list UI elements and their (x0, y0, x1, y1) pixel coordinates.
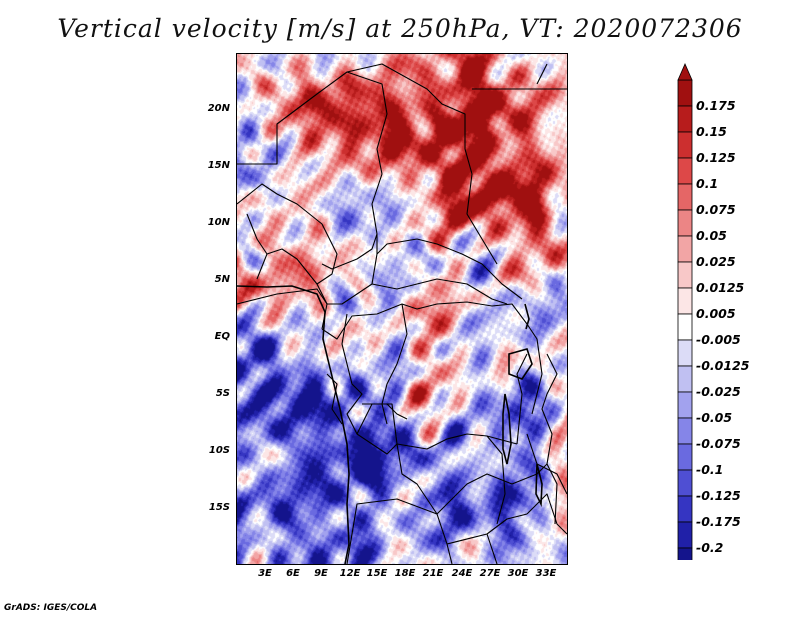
longitude-label: 9E (314, 568, 328, 579)
border-line (346, 63, 498, 265)
colorbar-segment (677, 547, 693, 560)
colorbar-label: 0.05 (696, 228, 727, 243)
colorbar-segment (677, 443, 693, 471)
colorbar-label: -0.075 (696, 436, 741, 451)
longitude-label: 12E (339, 568, 361, 579)
colorbar-label: -0.125 (696, 488, 741, 503)
colorbar-segment (677, 521, 693, 549)
colorbar-label: -0.0125 (696, 358, 750, 373)
lake-tanganyika (502, 393, 512, 465)
border-line (486, 435, 506, 525)
colorbar-label: -0.025 (696, 384, 741, 399)
colorbar-label: -0.175 (696, 514, 741, 529)
coast-west (237, 285, 350, 564)
border-line (381, 303, 408, 425)
border-line (246, 213, 268, 280)
colorbar-segment (677, 261, 693, 289)
colorbar-label: 0.075 (696, 202, 736, 217)
border-line (491, 303, 543, 415)
colorbar-segment (677, 391, 693, 419)
colorbar-segment (677, 131, 693, 159)
border-line (237, 183, 338, 285)
border-line (436, 463, 548, 515)
colorbar-segment (677, 157, 693, 185)
border-line (526, 493, 567, 535)
lake-turkana (524, 303, 530, 330)
colorbar-segment (677, 469, 693, 497)
border-line (327, 253, 378, 305)
longitude-label: 6E (286, 568, 300, 579)
border-line (486, 533, 498, 564)
colorbar-label: 0.15 (696, 124, 727, 139)
colorbar-label: -0.05 (696, 410, 733, 425)
chart-title: Vertical velocity [m/s] at 250hPa, VT: 2… (57, 14, 743, 43)
border-line (446, 513, 528, 545)
border-line (326, 373, 343, 425)
latitude-label: 5N (214, 274, 230, 285)
colorbar-max-arrow (677, 63, 693, 81)
longitude-label: 15E (366, 568, 388, 579)
border-line (362, 403, 408, 420)
latitude-label: 15S (208, 502, 230, 513)
colorbar-label: -0.005 (696, 332, 741, 347)
colorbar-label: -0.1 (696, 462, 724, 477)
colorbar-segment (677, 235, 693, 263)
colorbar-label: 0.005 (696, 306, 736, 321)
border-line (536, 63, 548, 85)
latitude-label: 10N (207, 217, 230, 228)
border-line (237, 288, 328, 305)
country-borders (237, 63, 567, 564)
colorbar (677, 63, 693, 560)
longitude-label: 3E (258, 568, 272, 579)
latitude-label: 15N (207, 160, 230, 171)
border-line (237, 71, 388, 254)
border-line (526, 433, 567, 495)
colorbar-label: 0.175 (696, 98, 736, 113)
border-line (356, 403, 518, 450)
longitude-label: 21E (422, 568, 444, 579)
map-panel (236, 53, 568, 565)
border-line (541, 353, 558, 525)
border-line (266, 248, 328, 330)
border-line (341, 313, 398, 455)
colorbar-segment (677, 313, 693, 341)
colorbar-segment (677, 365, 693, 393)
latitude-label: 20N (207, 103, 230, 114)
latitude-label: EQ (214, 331, 230, 342)
lake-malawi (535, 463, 543, 508)
grads-credit: GrADS: IGES/COLA (4, 603, 98, 613)
colorbar-label: 0.1 (696, 176, 719, 191)
latitude-label: 10S (208, 445, 230, 456)
colorbar-segment (677, 339, 693, 367)
border-line (396, 443, 453, 564)
colorbar-segment (677, 417, 693, 445)
lake-victoria (508, 348, 533, 380)
longitude-label: 33E (535, 568, 557, 579)
colorbar-label: 0.125 (696, 150, 736, 165)
colorbar-segment (677, 79, 693, 107)
border-line (321, 233, 378, 270)
colorbar-segment (677, 209, 693, 237)
border-line (371, 278, 508, 305)
colorbar-label: 0.0125 (696, 280, 745, 295)
colorbar-segment (677, 105, 693, 133)
colorbar-segment (677, 287, 693, 315)
longitude-label: 30E (507, 568, 529, 579)
border-line (376, 238, 523, 300)
colorbar-label: -0.2 (696, 540, 724, 555)
longitude-label: 24E (451, 568, 473, 579)
latitude-label: 5S (215, 388, 230, 399)
border-line (346, 498, 438, 564)
colorbar-segment (677, 183, 693, 211)
vertical-velocity-field (237, 54, 567, 564)
colorbar-segment (677, 495, 693, 523)
longitude-label: 18E (394, 568, 416, 579)
border-line (516, 353, 528, 445)
longitude-label: 27E (479, 568, 501, 579)
colorbar-label: 0.025 (696, 254, 736, 269)
